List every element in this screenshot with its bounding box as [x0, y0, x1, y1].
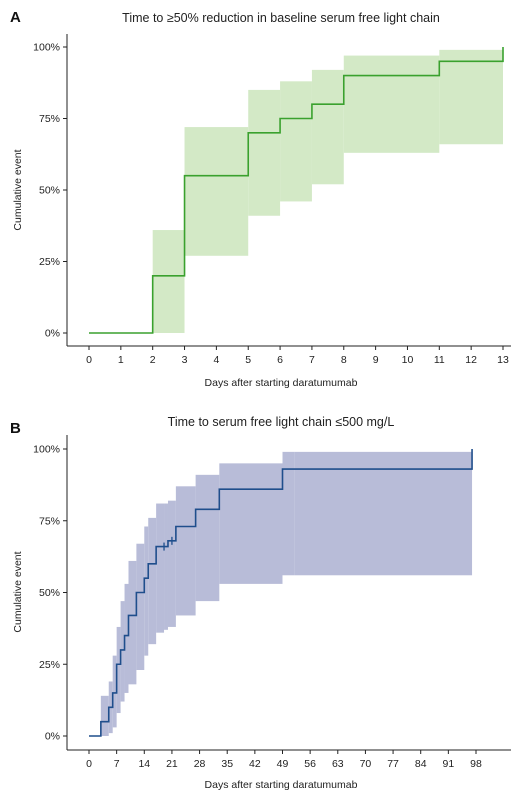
x-tick-label: 7: [114, 758, 120, 770]
x-tick-label: 56: [304, 758, 316, 770]
panel-b-letter: B: [10, 420, 21, 437]
panel-b-ylabel: Cumulative event: [12, 551, 24, 632]
x-tick-label: 98: [470, 758, 482, 770]
ci-band-segment: [248, 89, 281, 216]
x-tick-label: 21: [166, 758, 178, 770]
ci-band-segment: [282, 451, 295, 576]
x-tick-label: 42: [249, 758, 261, 770]
x-tick-label: 6: [277, 354, 283, 366]
panel-a-letter: A: [10, 9, 21, 26]
x-tick-label: 84: [415, 758, 427, 770]
panel-b-plot: 0% 25% 50% 75% 100% 0 7 14 21 28 35 42 49 56 63 70 77 84 9…: [33, 435, 511, 770]
panel-a-xlabel: Days after starting daratumumab: [205, 377, 358, 389]
ci-band-segment: [144, 526, 149, 656]
ci-band-segment: [148, 517, 157, 645]
panel-b-xlabel: Days after starting daratumumab: [205, 779, 358, 791]
x-tick-label: 63: [332, 758, 344, 770]
x-tick-label: 12: [465, 354, 477, 366]
x-tick-label: 8: [341, 354, 347, 366]
ci-band-segment: [120, 601, 125, 702]
x-tick-label: 5: [245, 354, 251, 366]
ci-band-segment: [164, 503, 168, 630]
x-tick-label: 4: [213, 354, 219, 366]
x-tick-label: 49: [277, 758, 289, 770]
x-tick-label: 70: [360, 758, 372, 770]
km-step-line: [89, 47, 504, 334]
x-tick-label: 77: [387, 758, 399, 770]
ci-band-segment: [116, 626, 121, 714]
ci-band-segment: [439, 49, 503, 145]
y-tick-label: 25%: [39, 659, 60, 671]
x-tick-label: 10: [402, 354, 414, 366]
ci-band-segment: [195, 474, 220, 602]
panel-a-ylabel: Cumulative event: [12, 149, 24, 230]
ci-band-segment: [294, 451, 473, 576]
ci-band-segment: [100, 695, 109, 736]
y-tick-label: 75%: [39, 113, 60, 125]
ci-band-segment: [156, 503, 165, 633]
y-tick-label: 0%: [45, 328, 60, 340]
ci-band-segment: [184, 127, 249, 256]
x-tick-label: 0: [86, 758, 92, 770]
y-tick-label: 50%: [39, 587, 60, 599]
x-tick-label: 91: [443, 758, 455, 770]
x-tick-label: 35: [221, 758, 233, 770]
ci-band-segment: [124, 583, 129, 693]
x-tick-label: 3: [182, 354, 188, 366]
x-tick-label: 2: [150, 354, 156, 366]
x-tick-label: 9: [373, 354, 379, 366]
ci-band-segment: [280, 81, 312, 202]
x-tick-label: 11: [434, 354, 445, 366]
y-tick-label: 75%: [39, 515, 60, 527]
ci-band-segment: [136, 543, 145, 670]
y-tick-label: 50%: [39, 185, 60, 197]
y-tick-label: 100%: [33, 444, 60, 456]
ci-band-segment: [152, 230, 185, 333]
panel-a-title: Time to ≥50% reduction in baseline serum…: [122, 11, 440, 25]
ci-band-segment: [175, 486, 196, 616]
ci-band-segment: [219, 463, 283, 584]
ci-band-segment: [128, 560, 137, 685]
x-tick-label: 7: [309, 354, 315, 366]
y-tick-label: 0%: [45, 731, 60, 743]
x-tick-label: 0: [86, 354, 92, 366]
ci-band-segment: [311, 69, 344, 185]
panel-b-title: Time to serum free light chain ≤500 mg/L: [168, 415, 395, 429]
y-tick-label: 100%: [33, 42, 60, 54]
x-tick-label: 28: [194, 758, 206, 770]
y-tick-label: 25%: [39, 256, 60, 268]
ci-band-segment: [167, 500, 176, 627]
ci-band-segment: [343, 55, 440, 153]
x-tick-label: 1: [118, 354, 124, 366]
ci-band-segment: [112, 655, 117, 728]
x-tick-label: 13: [497, 354, 509, 366]
km-step-line: [89, 449, 473, 737]
x-tick-label: 14: [138, 758, 150, 770]
panel-a-plot: 0%25%50%75%100%0 1 2 3 4 5 6 7 8 9 10 11 12 13: [33, 34, 511, 366]
